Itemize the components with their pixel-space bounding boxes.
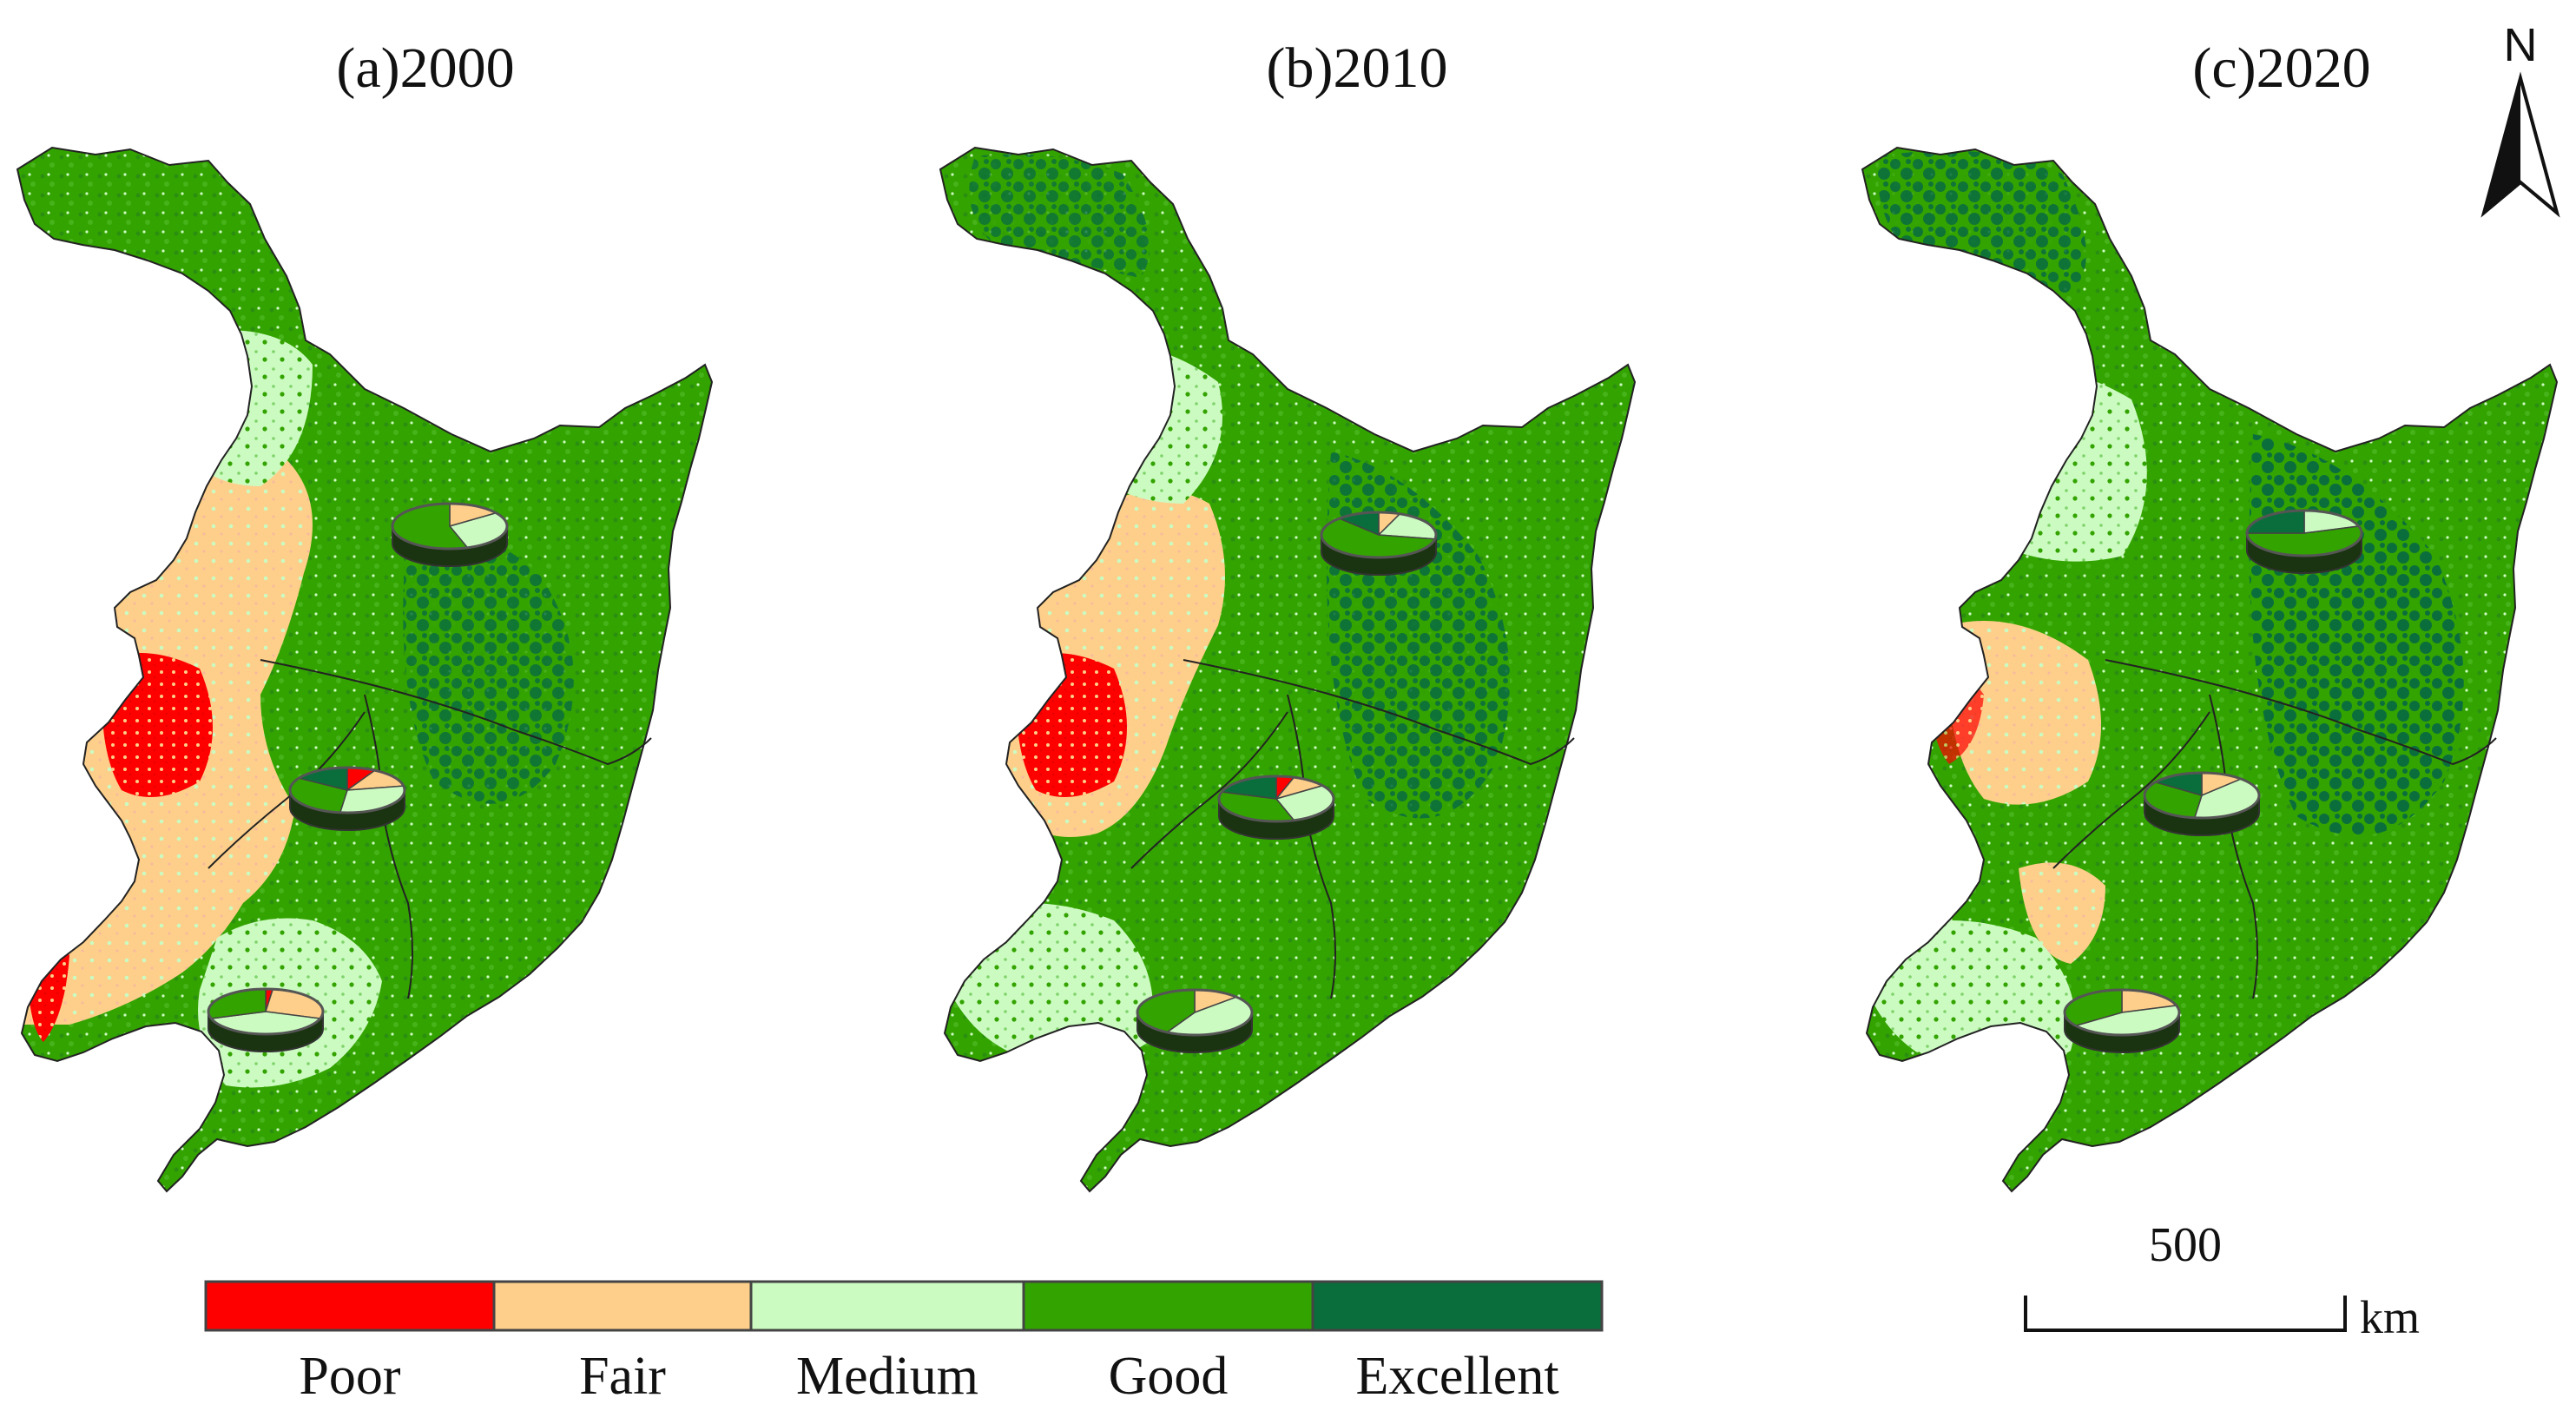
- pie-chart-c2020-central: [2143, 771, 2261, 836]
- legend-label-medium: Medium: [796, 1347, 978, 1406]
- legend: Poor Fair Medium Good Excellent: [204, 1280, 1604, 1406]
- pie-rim: [2063, 988, 2181, 1037]
- legend-label-good: Good: [1109, 1347, 1229, 1406]
- pie-chart-c2020-south: [2063, 988, 2181, 1053]
- pie-rim: [2143, 771, 2261, 820]
- pie-chart-a2000-north: [391, 502, 509, 567]
- scale-bar: 500 km: [2024, 1218, 2420, 1343]
- north-label: N: [2504, 19, 2538, 71]
- legend-label-fair: Fair: [579, 1347, 666, 1406]
- legend-label-excellent: Excellent: [1355, 1347, 1558, 1406]
- legend-label-poor: Poor: [299, 1347, 400, 1406]
- panel-title-2010: (b)2010: [1267, 36, 1448, 100]
- pie-chart-b2010-north: [1320, 511, 1438, 576]
- pie-chart-a2000-central: [288, 766, 406, 831]
- legend-swatch-medium: [749, 1280, 1025, 1332]
- pie-rim: [391, 502, 509, 551]
- pie-rim: [1320, 511, 1438, 559]
- pie-rim: [288, 766, 406, 814]
- legend-swatch-poor: [204, 1280, 496, 1332]
- pie-chart-b2010-south: [1136, 988, 1254, 1053]
- map-panel-2010: [939, 147, 1636, 1192]
- map-panel-2000: [16, 147, 713, 1192]
- pie-chart-b2010-central: [1217, 775, 1335, 840]
- panel-title-2020: (c)2020: [2192, 36, 2370, 100]
- pie-chart-layer: [207, 502, 2363, 1053]
- pie-rim: [2245, 509, 2363, 557]
- scale-bar-unit: km: [2360, 1291, 2420, 1343]
- map-panel-2020: [1861, 147, 2558, 1192]
- scale-bar-value: 500: [2149, 1218, 2222, 1272]
- legend-swatch-fair: [492, 1280, 753, 1332]
- pie-chart-a2000-south: [207, 987, 325, 1052]
- pie-rim: [1136, 988, 1254, 1037]
- panel-title-2000: (a)2000: [336, 36, 514, 100]
- pie-rim: [1217, 775, 1335, 823]
- pie-chart-c2020-north: [2245, 509, 2363, 574]
- pie-rim: [207, 987, 325, 1036]
- legend-swatch-good: [1022, 1280, 1314, 1332]
- legend-swatch-excellent: [1311, 1280, 1604, 1332]
- north-arrow: N: [2480, 19, 2560, 218]
